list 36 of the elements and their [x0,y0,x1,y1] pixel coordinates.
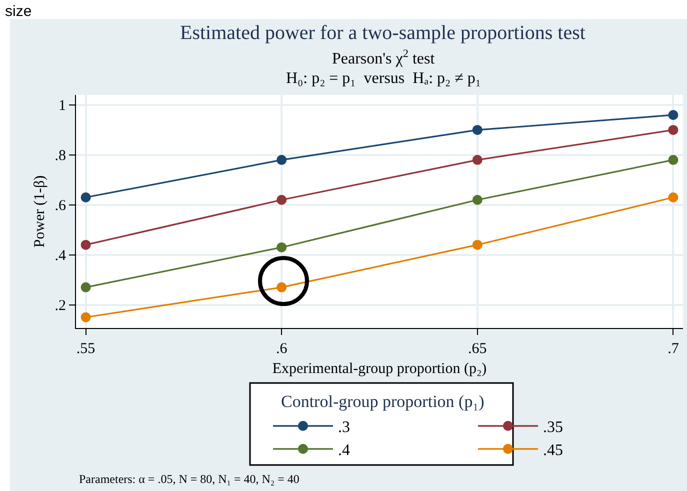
point [80,240,91,250]
point [472,240,482,250]
y-tick-label: 1 [58,98,66,114]
point [668,192,678,202]
point [276,154,287,165]
x-tick-label: .7 [668,341,680,357]
y-tick-label: .8 [54,148,66,164]
x-tick-label: .65 [468,341,487,357]
point [80,192,91,202]
x-tick-label: .55 [76,341,96,357]
legend-label: .4 [338,442,350,460]
point [276,194,287,205]
point [80,312,91,322]
chart-title: Estimated power for a two-sample proportions test [180,22,586,44]
legend-title: Control-group proportion (p₁) [281,392,484,411]
point [472,194,482,205]
chart-subtitle: Pearson's χ$^{2}$ test H₀: p₂ = p₁ versus Hₐ: p₂ ≠ p₁ [286,48,481,87]
y-tick-label: .4 [54,248,66,264]
point [668,110,678,120]
y-tick-label: .2 [54,298,66,314]
x-axis-title: Experimental-group proportion (p₂) [272,361,487,377]
text: Parameters: α = .05, N = 80, N₁ = 40, N₂ = 40 [79,472,300,486]
legend-label: .35 [543,419,563,436]
point [472,124,482,135]
y-tick-label: .6 [54,198,66,214]
point [276,242,287,252]
point [668,154,678,165]
y-axis-title: Power (1-β) [32,175,48,248]
text: size [5,3,32,20]
point [276,282,287,292]
x-tick-label: .6 [276,341,288,357]
legend-label: .45 [543,442,563,460]
legend-label: .3 [338,419,350,436]
point [668,124,678,135]
point [472,154,482,165]
point [80,282,91,292]
